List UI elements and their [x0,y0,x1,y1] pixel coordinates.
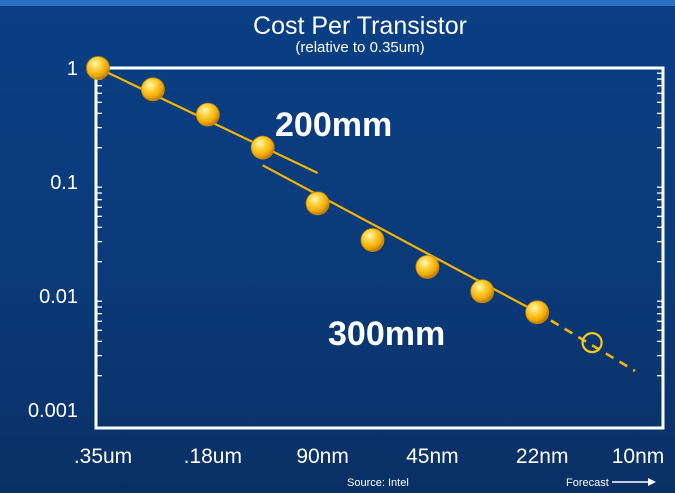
data-point-300mm-3 [470,279,495,304]
plot-frame [94,66,665,430]
x-axis-labels: .35um .18um 90nm 45nm 22nm 10nm [74,445,664,468]
x-tick-label-3: 45nm [406,445,459,468]
y-tick-label-0: 1 [67,58,78,80]
y-tick-label-2: 0.01 [39,286,78,308]
data-point-200mm-1 [140,77,165,102]
forecast-arrow-icon [612,478,656,486]
series-label-200mm: 200mm [275,106,392,144]
data-point-300mm-4 [525,300,550,325]
data-point-300mm-0 [305,191,330,216]
x-tick-label-2: 90nm [296,445,349,468]
forecast-label: Forecast [566,477,609,489]
x-tick-label-5: 10nm [612,445,665,468]
x-tick-label-0: .35um [74,445,132,468]
y-tick-label-3: 0.001 [28,400,78,422]
forecast-point-marker [581,332,603,354]
chart-title: Cost Per Transistor [253,12,467,40]
x-tick-label-4: 22nm [516,445,569,468]
top-stripe [0,0,675,6]
y-axis-ticks: 1 0.1 0.01 0.001 [28,58,663,422]
y-tick-label-1: 0.1 [50,172,78,194]
trend-line-300mm [262,164,538,314]
data-point-200mm-0 [86,56,110,80]
x-tick-label-1: .18um [184,445,242,468]
series-label-300mm: 300mm [328,315,445,353]
source-note: Source: Intel [347,477,409,489]
data-point-300mm-1 [360,228,385,252]
data-point-200mm-2 [195,102,220,127]
data-point-200mm-3 [250,135,275,160]
data-point-300mm-2 [415,254,440,279]
data-markers [86,56,603,354]
chart-subtitle: (relative to 0.35um) [295,39,424,56]
forecast-dashed-line [536,311,636,373]
